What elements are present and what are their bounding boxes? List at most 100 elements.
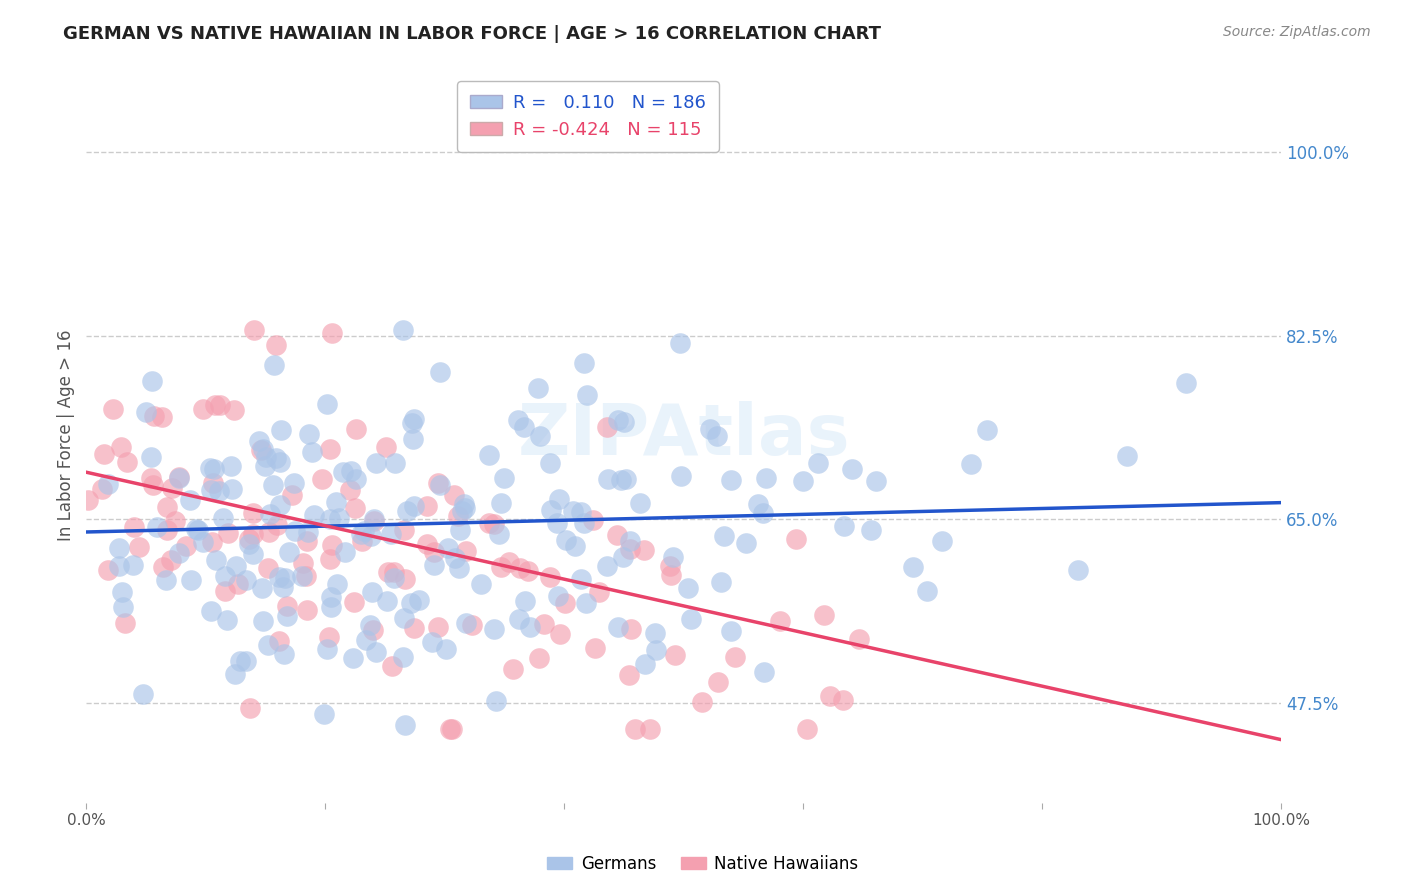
Point [204,397,226,411]
Point [242,506,264,520]
Point [461,618,484,632]
Point [562,504,585,518]
Point [209,398,232,412]
Point [478,516,501,530]
Point [513,420,536,434]
Point [141,477,163,491]
Point [284,524,307,539]
Point [165,514,187,528]
Point [259,507,281,521]
Point [832,518,855,533]
Point [707,674,730,689]
Point [659,567,682,582]
Point [269,499,291,513]
Point [217,613,239,627]
Point [392,650,415,665]
Point [628,496,651,510]
Point [238,537,260,551]
Point [575,388,598,402]
Point [449,523,471,537]
Point [848,632,870,647]
Point [596,559,619,574]
Point [502,662,524,676]
Point [538,570,561,584]
Point [257,524,280,539]
Point [200,604,222,618]
Point [131,688,153,702]
Point [752,506,775,520]
Point [644,626,666,640]
Point [392,523,415,537]
Point [207,483,229,498]
Point [796,722,818,736]
Point [456,544,478,558]
Point [325,495,347,509]
Point [93,447,115,461]
Point [623,722,645,736]
Point [509,561,531,575]
Point [270,423,292,437]
Point [427,476,450,491]
Point [901,559,924,574]
Point [191,401,214,416]
Point [278,545,301,559]
Point [361,623,384,637]
Text: ZIPAtlas: ZIPAtlas [517,401,851,470]
Point [734,536,756,550]
Point [243,323,266,337]
Point [382,565,405,579]
Point [441,722,464,736]
Point [396,503,419,517]
Point [212,511,235,525]
Point [416,537,439,551]
Point [122,558,145,573]
Point [713,528,735,542]
Point [321,326,343,341]
Point [264,338,287,352]
Point [860,523,883,537]
Legend: Germans, Native Hawaiians: Germans, Native Hawaiians [541,848,865,880]
Point [616,472,638,486]
Point [841,462,863,476]
Point [484,694,506,708]
Point [174,539,197,553]
Point [167,471,190,485]
Point [527,650,550,665]
Point [402,500,425,514]
Point [141,374,163,388]
Point [254,450,277,465]
Point [229,654,252,668]
Point [690,695,713,709]
Point [274,571,297,585]
Point [235,573,257,587]
Point [548,627,571,641]
Point [360,529,382,543]
Point [328,511,350,525]
Point [391,323,413,337]
Point [343,501,366,516]
Point [266,518,288,533]
Point [205,553,228,567]
Point [359,617,381,632]
Point [312,706,335,721]
Point [807,456,830,470]
Point [141,450,163,464]
Point [439,722,461,736]
Point [292,556,315,570]
Point [554,596,576,610]
Point [416,499,439,513]
Point [572,516,595,531]
Point [447,561,470,575]
Point [242,527,264,541]
Point [252,615,274,629]
Point [582,513,605,527]
Point [267,570,290,584]
Point [583,641,606,656]
Point [1115,449,1137,463]
Point [527,381,550,395]
Point [101,402,124,417]
Point [339,483,361,497]
Point [344,422,367,436]
Point [316,397,339,411]
Point [669,468,692,483]
